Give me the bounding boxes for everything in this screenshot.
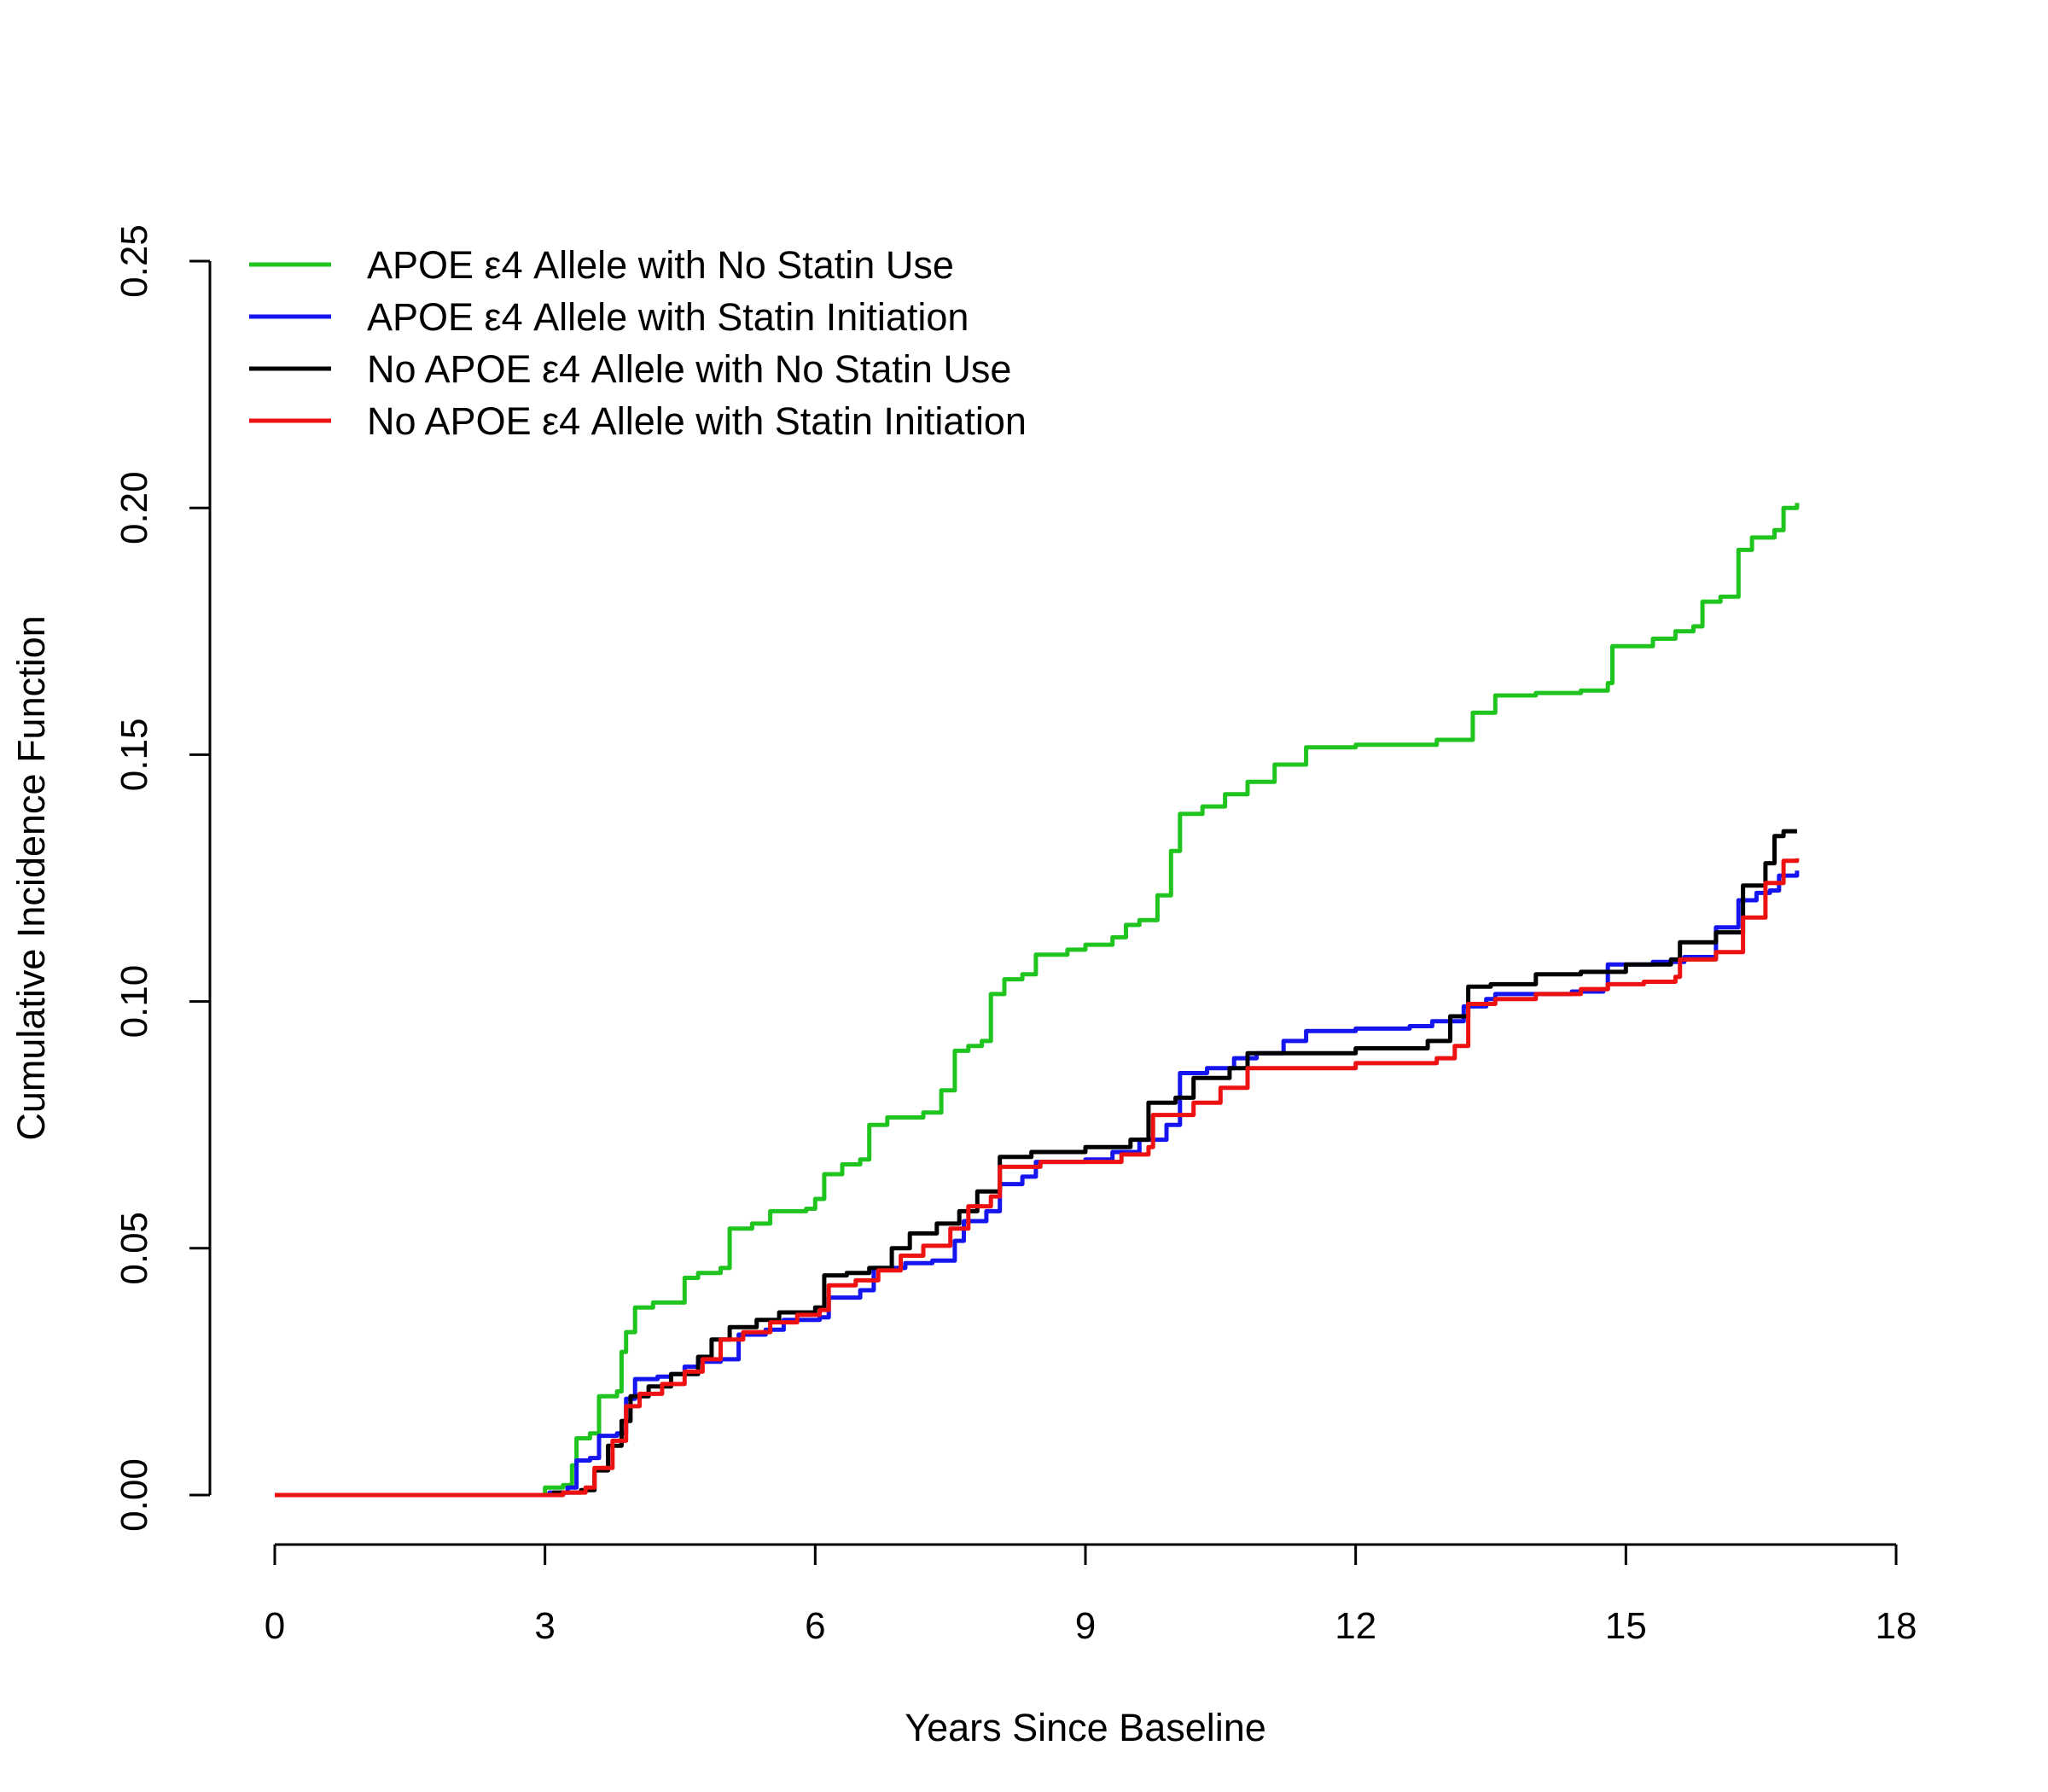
y-tick-label: 0.15 [113,719,155,792]
x-axis-title: Years Since Baseline [905,1706,1266,1749]
legend-label: No APOE ε4 Allele with No Statin Use [367,347,1011,391]
y-axis: 0.00 0.05 0.10 0.15 0.20 0.25 [113,224,212,1532]
x-tick-label: 6 [805,1605,825,1647]
y-tick-label: 0.20 [113,471,155,544]
y-axis-title: Cumulative Incidence Function [9,615,53,1140]
y-tick-label: 0.10 [113,965,155,1039]
series-line-3 [275,829,1797,1498]
series-line-4 [275,858,1800,1498]
y-tick-label: 0.05 [113,1212,155,1285]
legend-label: No APOE ε4 Allele with Statin Initiation [367,399,1027,443]
legend-label: APOE ε4 Allele with Statin Initiation [367,295,969,339]
x-tick-label: 18 [1876,1605,1917,1647]
x-tick-label: 9 [1075,1605,1096,1647]
x-tick-label: 3 [534,1605,555,1647]
y-tick-label: 0.25 [113,224,155,298]
legend-label: APOE ε4 Allele with No Statin Use [367,243,954,287]
series-line-1 [275,503,1800,1498]
x-tick-label: 12 [1335,1605,1376,1647]
series-layer [275,503,1800,1498]
y-tick-label: 0.00 [113,1458,155,1532]
x-axis: 0 3 6 9 12 15 18 [265,1543,1917,1647]
x-tick-label: 0 [265,1605,285,1647]
x-tick-label: 15 [1605,1605,1647,1647]
legend: APOE ε4 Allele with No Statin Use APOE ε4… [249,243,1027,443]
